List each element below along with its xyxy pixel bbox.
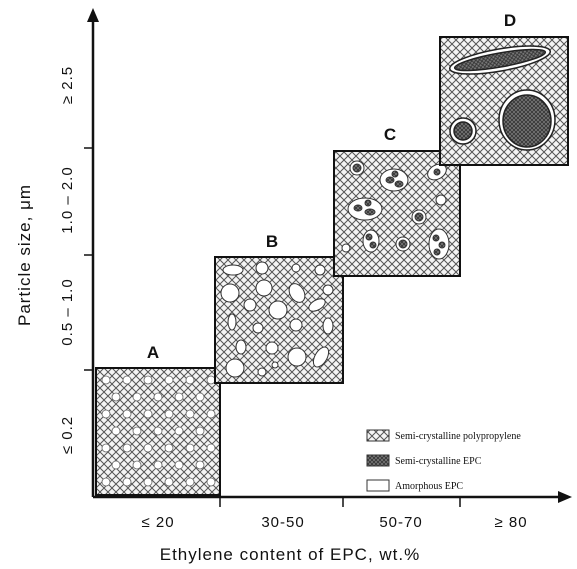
box-label: B xyxy=(266,232,278,251)
legend-swatch xyxy=(366,479,390,492)
inclusion xyxy=(195,460,205,470)
inclusion xyxy=(174,426,184,436)
inclusion xyxy=(195,392,205,402)
inclusion xyxy=(122,409,132,419)
x-label: 30-50 xyxy=(261,514,304,531)
inclusion xyxy=(122,443,132,453)
y-title: Particle size, μm xyxy=(15,184,34,326)
inclusion xyxy=(164,477,174,487)
inclusion xyxy=(101,375,111,385)
inclusion xyxy=(206,477,216,487)
box-label: A xyxy=(147,343,159,362)
inclusion xyxy=(185,409,195,419)
box-label: D xyxy=(504,11,516,30)
inclusion xyxy=(164,375,174,385)
inclusion xyxy=(206,443,216,453)
y-arrow xyxy=(87,8,99,22)
inclusion xyxy=(111,392,121,402)
inclusion xyxy=(111,460,121,470)
inclusion xyxy=(143,443,153,453)
legend-label: Semi-crystalline polypropylene xyxy=(395,431,521,442)
inclusion xyxy=(132,426,142,436)
y-label: 0.5 – 1.0 xyxy=(59,278,76,345)
inclusion xyxy=(185,477,195,487)
inclusion xyxy=(153,426,163,436)
inclusion xyxy=(122,477,132,487)
inclusion xyxy=(206,409,216,419)
x-label: ≤ 20 xyxy=(141,514,174,531)
inclusion xyxy=(164,443,174,453)
x-title: Ethylene content of EPC, wt.% xyxy=(160,545,421,564)
x-label: ≥ 80 xyxy=(494,514,527,531)
y-label: ≤ 0.2 xyxy=(59,416,76,454)
inclusion xyxy=(164,409,174,419)
x-arrow xyxy=(558,491,572,503)
inclusions-d xyxy=(448,45,556,151)
inclusions-c xyxy=(341,160,450,260)
inclusion xyxy=(174,392,184,402)
inclusion xyxy=(101,443,111,453)
inclusion xyxy=(143,375,153,385)
box-label: C xyxy=(384,125,396,144)
inclusion xyxy=(195,426,205,436)
legend-swatch xyxy=(366,454,390,467)
y-label: ≥ 2.5 xyxy=(59,66,76,104)
inclusion xyxy=(153,460,163,470)
inclusions-b xyxy=(220,261,334,378)
inclusion xyxy=(101,409,111,419)
y-label: 1.0 – 2.0 xyxy=(59,166,76,233)
inclusion xyxy=(143,477,153,487)
inclusion xyxy=(185,443,195,453)
axes xyxy=(84,18,562,507)
legend: Semi-crystalline polypropylene Semi-crys… xyxy=(366,429,521,492)
inclusion xyxy=(143,409,153,419)
inclusion xyxy=(122,375,132,385)
inclusion xyxy=(111,426,121,436)
legend-label: Amorphous EPC xyxy=(395,481,463,492)
inclusion xyxy=(174,460,184,470)
inclusion xyxy=(206,375,216,385)
x-label: 50-70 xyxy=(379,514,422,531)
inclusion xyxy=(153,392,163,402)
inclusion xyxy=(101,477,111,487)
inclusion xyxy=(185,375,195,385)
inclusion xyxy=(132,460,142,470)
inclusion xyxy=(132,392,142,402)
legend-label: Semi-crystalline EPC xyxy=(395,456,482,467)
inclusions-a xyxy=(101,375,216,487)
legend-swatch xyxy=(366,429,390,442)
